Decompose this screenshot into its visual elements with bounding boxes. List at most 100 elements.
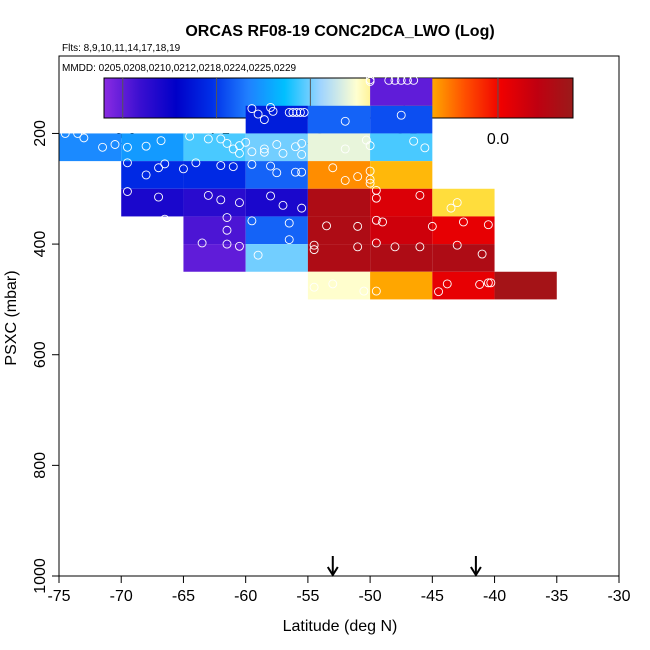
data-point <box>365 178 375 188</box>
y-tick-label: 1000 <box>32 558 49 594</box>
data-point <box>259 147 269 157</box>
data-point <box>340 176 350 185</box>
data-point <box>284 218 294 228</box>
data-point <box>434 287 444 297</box>
data-point <box>365 76 375 86</box>
data-point <box>197 238 207 248</box>
data-point <box>222 239 232 249</box>
data-point <box>178 164 188 174</box>
y-tick-label: 400 <box>32 231 49 258</box>
x-tick-label: -55 <box>296 588 319 605</box>
data-point <box>415 242 425 252</box>
data-point <box>284 235 294 245</box>
heatmap-cell <box>121 188 184 217</box>
plot-frame <box>58 55 620 577</box>
data-point <box>203 190 213 200</box>
heatmap-cell <box>307 216 371 245</box>
data-point <box>247 216 257 226</box>
data-point <box>483 278 493 288</box>
data-point <box>278 200 288 210</box>
heatmap-cell <box>370 271 433 300</box>
data-point <box>384 75 394 85</box>
y-tick-label: 800 <box>32 452 49 479</box>
data-point <box>396 75 406 85</box>
data-point <box>160 214 170 224</box>
y-tick-label: 600 <box>32 341 49 368</box>
data-point <box>390 75 400 85</box>
data-point <box>278 148 288 158</box>
x-tick-label: -35 <box>545 588 568 605</box>
data-point <box>322 221 332 231</box>
heatmap-cell <box>432 188 495 217</box>
x-tick-label: -60 <box>234 588 257 605</box>
data-point <box>160 159 170 169</box>
y-axis-title: PSXC (mbar) <box>3 270 20 365</box>
heatmap-cell <box>121 133 184 162</box>
chart-title: ORCAS RF08-19 CONC2DCA_LWO (Log) <box>185 23 494 40</box>
data-point <box>141 170 151 180</box>
data-point <box>222 138 232 148</box>
data-point <box>234 198 244 208</box>
heatmap-cell <box>59 133 122 162</box>
data-point <box>415 190 425 200</box>
data-point <box>266 161 276 171</box>
data-point <box>396 110 406 120</box>
heatmap-cell <box>307 161 371 189</box>
data-point <box>259 144 269 154</box>
data-point <box>110 140 120 149</box>
data-point <box>475 280 485 289</box>
data-point <box>309 240 319 250</box>
data-point <box>477 249 487 259</box>
data-point <box>353 221 363 231</box>
data-point <box>156 136 166 146</box>
data-point <box>154 163 164 173</box>
heatmap-cell <box>370 78 433 106</box>
data-point <box>458 217 468 227</box>
heatmap-cell <box>183 216 246 245</box>
data-point <box>222 225 232 235</box>
x-tick-label: -75 <box>47 588 70 605</box>
heatmap-cell <box>370 188 433 217</box>
x-tick-label: -40 <box>483 588 506 605</box>
data-point <box>452 240 462 250</box>
heatmap-cell <box>307 133 371 162</box>
data-point <box>203 134 213 144</box>
arrow-head <box>470 566 482 577</box>
heatmap-cells <box>59 78 557 300</box>
x-tick-label: -30 <box>607 588 630 605</box>
data-point <box>216 134 226 144</box>
data-point <box>253 250 263 260</box>
heatmap-cell <box>307 271 371 300</box>
data-point <box>297 138 307 148</box>
heatmap-cell <box>370 244 433 272</box>
data-point <box>247 159 257 169</box>
data-point <box>290 167 300 177</box>
data-point <box>234 148 244 158</box>
x-tick-label: -45 <box>421 588 444 605</box>
x-tick-label: -65 <box>172 588 195 605</box>
flights-label: Flts: 8,9,10,11,14,17,18,19 <box>62 43 181 54</box>
heatmap-cell <box>183 244 246 272</box>
data-point <box>247 104 257 114</box>
data-point <box>483 220 493 230</box>
data-point <box>191 158 201 168</box>
heatmap-cell <box>432 271 495 300</box>
arrow-head <box>326 566 339 577</box>
data-point <box>259 115 269 125</box>
heatmap-cell <box>183 161 246 189</box>
data-point <box>268 106 278 116</box>
data-point <box>365 174 375 184</box>
data-points <box>60 75 496 297</box>
data-point <box>122 158 132 168</box>
data-point <box>288 107 298 117</box>
data-point <box>216 195 226 205</box>
heatmap-cell <box>432 216 495 245</box>
heatmap-cell <box>183 188 246 217</box>
data-point <box>371 215 381 225</box>
data-point <box>340 116 350 126</box>
data-point <box>253 109 263 119</box>
heatmap-cell <box>307 188 371 217</box>
data-point <box>340 144 350 154</box>
heatmap-cell <box>245 244 308 272</box>
heatmap-cell <box>307 105 371 134</box>
